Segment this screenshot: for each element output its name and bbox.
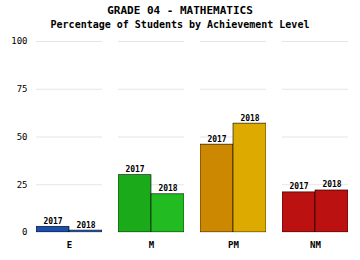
svg-text:NM: NM xyxy=(310,240,321,250)
svg-text:2018: 2018 xyxy=(322,180,341,189)
svg-text:2017: 2017 xyxy=(207,135,226,144)
svg-text:PM: PM xyxy=(228,240,239,250)
svg-text:2018: 2018 xyxy=(240,114,259,123)
svg-text:2017: 2017 xyxy=(43,217,62,226)
svg-text:25: 25 xyxy=(17,180,28,190)
svg-text:2017: 2017 xyxy=(125,165,144,174)
html-text:Percentage of Students by Achi: Percentage of Students by Achievement Le… xyxy=(50,19,310,30)
svg-text:50: 50 xyxy=(17,132,28,142)
svg-text:M: M xyxy=(149,240,155,250)
svg-text:2017: 2017 xyxy=(289,182,308,191)
svg-text:2018: 2018 xyxy=(158,184,177,193)
svg-text:2018: 2018 xyxy=(76,221,95,230)
svg-text:0: 0 xyxy=(22,227,27,237)
svg-text:75: 75 xyxy=(17,84,28,94)
svg-text:100: 100 xyxy=(11,36,27,46)
svg-text:E: E xyxy=(67,240,72,250)
html-text:GRADE 04 - MATHEMATICS: GRADE 04 - MATHEMATICS xyxy=(107,4,253,17)
